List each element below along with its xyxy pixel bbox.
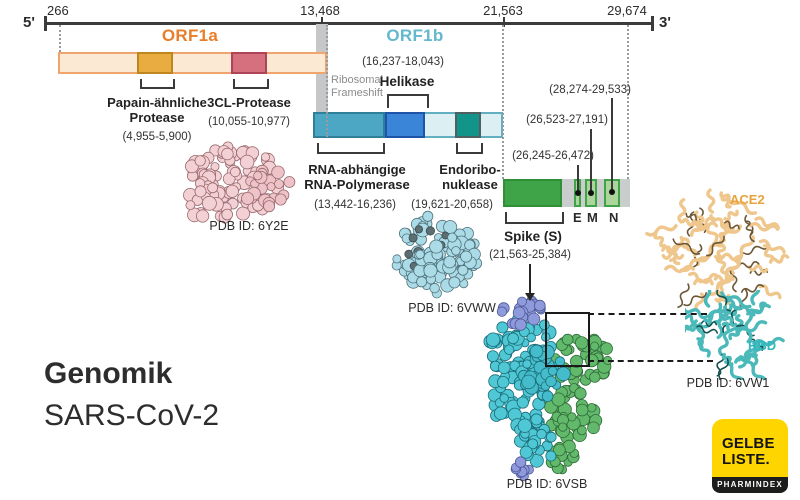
e-range: (26,245-26,472) (512, 150, 594, 162)
3cl-protease-label: 3CL-Protease (207, 95, 291, 110)
ribosomal-frameshift-label: Ribosomal Frameshift (331, 74, 383, 99)
spike-arrow-head (525, 293, 535, 301)
m-pointer-dot (588, 190, 594, 196)
endonuclease-range: (19,621-20,658) (411, 199, 493, 211)
3cl-protease-segment (231, 52, 267, 74)
guide-line-29674 (627, 25, 629, 179)
n-range: (28,274-29,533) (549, 84, 631, 96)
guide-line-266 (59, 25, 61, 52)
endonuclease-bracket (456, 143, 483, 154)
rbd-dash-top (588, 313, 707, 315)
logo-wordmark: GELBE LISTE. (722, 435, 775, 468)
rdrp-segment (313, 112, 385, 138)
m-label: M (587, 210, 598, 225)
m-range: (26,523-27,191) (526, 114, 608, 126)
m-pointer-line (590, 129, 592, 193)
papain-bracket (140, 79, 175, 89)
axis-start-cap (44, 16, 47, 31)
n-label: N (609, 210, 619, 225)
rdrp-bracket (317, 143, 385, 154)
genome-axis-line (45, 22, 653, 25)
spike-arrow-line (529, 264, 531, 294)
protein-structure-6y2e (183, 141, 296, 224)
spike-bracket (505, 212, 564, 224)
axis-position-21563: 21,563 (483, 3, 523, 18)
axis-tick-13468 (321, 17, 323, 27)
endonuclease-label: Endoribo- nuklease (439, 162, 501, 192)
spike-label: Spike (S) (504, 229, 562, 244)
rbd-dash-bottom (588, 360, 713, 362)
3cl-bracket (233, 79, 269, 89)
pdb-6vsb-label: PDB ID: 6VSB (506, 477, 588, 491)
helikase-label: Helikase (379, 74, 435, 89)
n-pointer-dot (609, 189, 615, 195)
orf1a-bar (58, 52, 327, 74)
logo-pharmindex-label: PHARMINDEX (717, 480, 783, 489)
papain-protease-segment (137, 52, 173, 74)
axis-tick-21563 (503, 17, 505, 27)
n-pointer-line (611, 98, 613, 192)
endonuclease-segment (455, 112, 481, 138)
protein-structure-6vsb (483, 295, 613, 482)
pdb-6vww-label: PDB ID: 6VWW (408, 301, 496, 315)
orf1b-label: ORF1b (386, 26, 444, 45)
protein-structure-6vww (391, 210, 483, 299)
pdb-6vw1-label: PDB ID: 6VW1 (686, 376, 770, 390)
protein-structure-ace2 (645, 188, 790, 310)
axis-position-13468: 13,468 (300, 3, 340, 18)
rbd-highlight-box (545, 312, 590, 367)
pdb-6y2e-label: PDB ID: 6Y2E (209, 219, 289, 233)
helikase-bracket (387, 94, 429, 108)
helikase-range: (16,237-18,043) (362, 56, 444, 68)
3cl-protease-range: (10,055-10,977) (208, 116, 290, 128)
three-prime-label: 3' (659, 14, 671, 31)
helikase-segment (385, 112, 425, 138)
e-pointer-dot (575, 190, 581, 196)
papain-protease-range: (4,955-5,900) (122, 131, 192, 143)
axis-position-266: 266 (47, 3, 69, 18)
spike-segment (503, 179, 562, 207)
logo-yellow-box: GELBE LISTE. (712, 419, 788, 477)
logo-black-bar: PHARMINDEX (712, 477, 788, 493)
guide-line-21563 (502, 25, 504, 179)
papain-protease-label: Papain-ähnliche Protease (107, 95, 207, 125)
rbd-label: RBD (748, 338, 777, 353)
page-subtitle: SARS-CoV-2 (44, 399, 220, 432)
rdrp-range: (13,442-16,236) (314, 199, 396, 211)
guide-line-13468 (326, 25, 328, 137)
axis-end-cap (651, 16, 654, 31)
page-title: Genomik (44, 357, 173, 390)
protein-structure-rbd (685, 290, 785, 380)
five-prime-label: 5' (23, 14, 35, 31)
e-pointer-line (577, 165, 579, 193)
e-label: E (573, 210, 582, 225)
rdrp-label: RNA-abhängige RNA-Polymerase (304, 162, 410, 192)
orf1a-label: ORF1a (161, 26, 219, 45)
ace2-label: ACE2 (730, 192, 765, 207)
gelbe-liste-logo: GELBE LISTE. PHARMINDEX (712, 419, 788, 493)
spike-range: (21,563-25,384) (489, 249, 571, 261)
axis-position-29674: 29,674 (607, 3, 647, 18)
